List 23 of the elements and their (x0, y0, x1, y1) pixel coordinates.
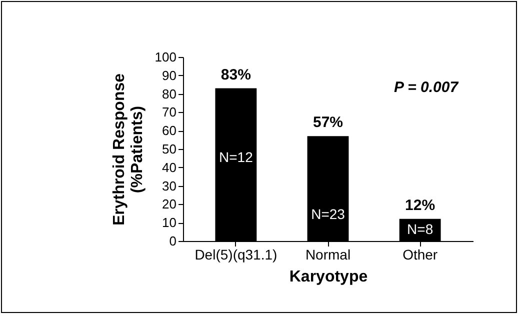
annotation: N=8 (407, 221, 434, 237)
y-tick-label: 20 (162, 196, 176, 212)
annotation: P = 0.007 (394, 79, 459, 96)
y-tick-label: 50 (162, 142, 176, 156)
y-tick-label: 70 (162, 104, 176, 120)
y-tick-label: 0 (169, 234, 176, 248)
x-tick-label: Normal (305, 246, 351, 262)
y-tick-label: 60 (162, 123, 176, 138)
x-tick-label: Del(5)(q31.1) (194, 246, 278, 262)
y-tick-label: 80 (162, 86, 176, 102)
y-tick-label: 100 (154, 50, 176, 64)
annotation: N=23 (311, 206, 346, 222)
y-axis-title: Erythroid Response (%Patients) (110, 73, 146, 226)
x-tick-label: Other (402, 246, 438, 262)
y-tick-label: 90 (162, 68, 176, 83)
data-label: 12% (405, 196, 436, 214)
annotation: N=12 (219, 149, 254, 165)
data-label: 57% (312, 114, 344, 132)
y-tick-label: 30 (162, 178, 176, 194)
x-axis-title: Karyotype (289, 268, 368, 286)
y-tick-label: 10 (162, 215, 176, 230)
y-tick-label: 40 (162, 160, 176, 175)
data-label: 83% (220, 66, 251, 84)
